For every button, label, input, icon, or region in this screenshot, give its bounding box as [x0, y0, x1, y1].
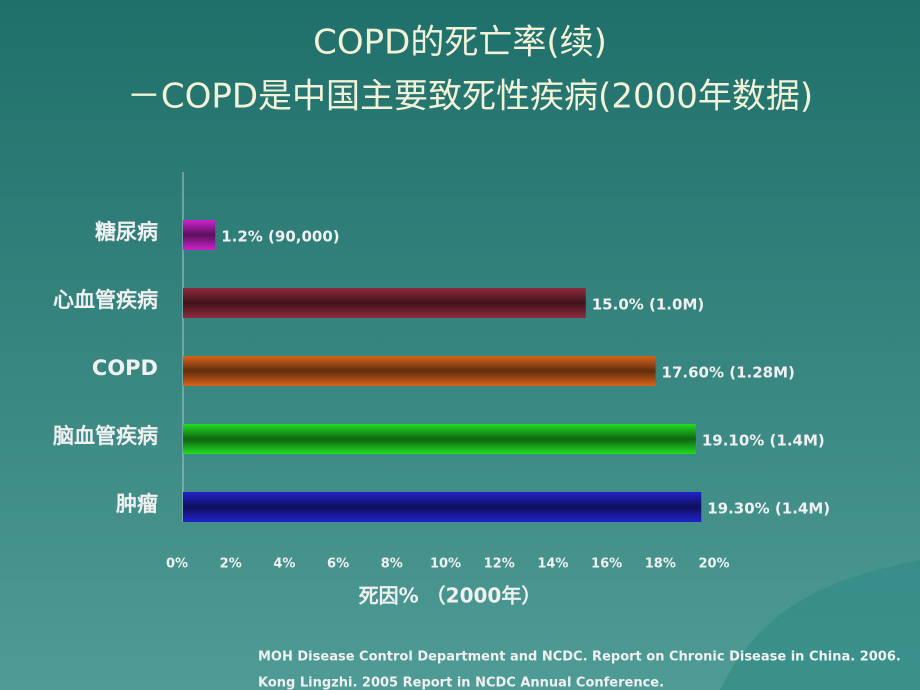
bar-shade — [183, 356, 656, 386]
x-tick-label: 12% — [484, 557, 515, 572]
y-tick-label: COPD — [92, 356, 158, 380]
value-label: 17.60% (1.28M) — [662, 364, 795, 382]
title: COPD的死亡率(续) — [313, 23, 607, 63]
y-tick-label: 脑血管疾病 — [53, 424, 158, 448]
note: MOH Disease Control Department and NCDC.… — [258, 650, 901, 665]
x-tick-label: 20% — [698, 557, 729, 572]
x-tick-label: 10% — [430, 557, 461, 572]
x-tick-label: 16% — [591, 557, 622, 572]
bar-shade — [183, 288, 586, 318]
x-axis-label: 死因% （2000年） — [359, 584, 542, 608]
subtitle: －COPD是中国主要致死性疾病(2000年数据) — [127, 77, 813, 117]
value-label: 19.30% (1.4M) — [707, 500, 830, 518]
y-tick-label: 心血管疾病 — [53, 288, 158, 312]
value-label: 19.10% (1.4M) — [702, 432, 825, 450]
bar-shade — [183, 220, 216, 250]
x-tick-label: 0% — [166, 557, 188, 572]
value-label: 15.0% (1.0M) — [592, 296, 704, 314]
x-tick-label: 14% — [537, 557, 568, 572]
bar-shade — [183, 492, 702, 522]
y-tick-label: 肿瘤 — [116, 492, 158, 516]
x-tick-label: 18% — [645, 557, 676, 572]
note: Kong Lingzhi. 2005 Report in NCDC Annual… — [258, 676, 664, 690]
decoration — [720, 560, 920, 690]
value-label: 1.2% (90,000) — [221, 228, 339, 246]
x-tick-label: 2% — [220, 557, 242, 572]
y-tick-label: 糖尿病 — [95, 220, 158, 244]
bar-shade — [183, 424, 696, 454]
x-tick-label: 8% — [381, 557, 403, 572]
x-tick-label: 4% — [273, 557, 295, 572]
x-tick-label: 6% — [327, 557, 349, 572]
